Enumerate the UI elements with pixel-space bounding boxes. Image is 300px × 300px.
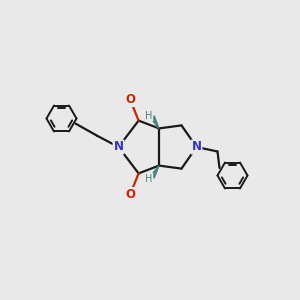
Polygon shape	[151, 166, 159, 178]
Polygon shape	[151, 116, 159, 128]
Text: H: H	[145, 173, 152, 184]
Text: O: O	[125, 93, 135, 106]
Text: N: N	[113, 140, 124, 154]
Text: N: N	[191, 140, 202, 154]
Text: H: H	[145, 110, 152, 121]
Text: O: O	[125, 188, 135, 201]
